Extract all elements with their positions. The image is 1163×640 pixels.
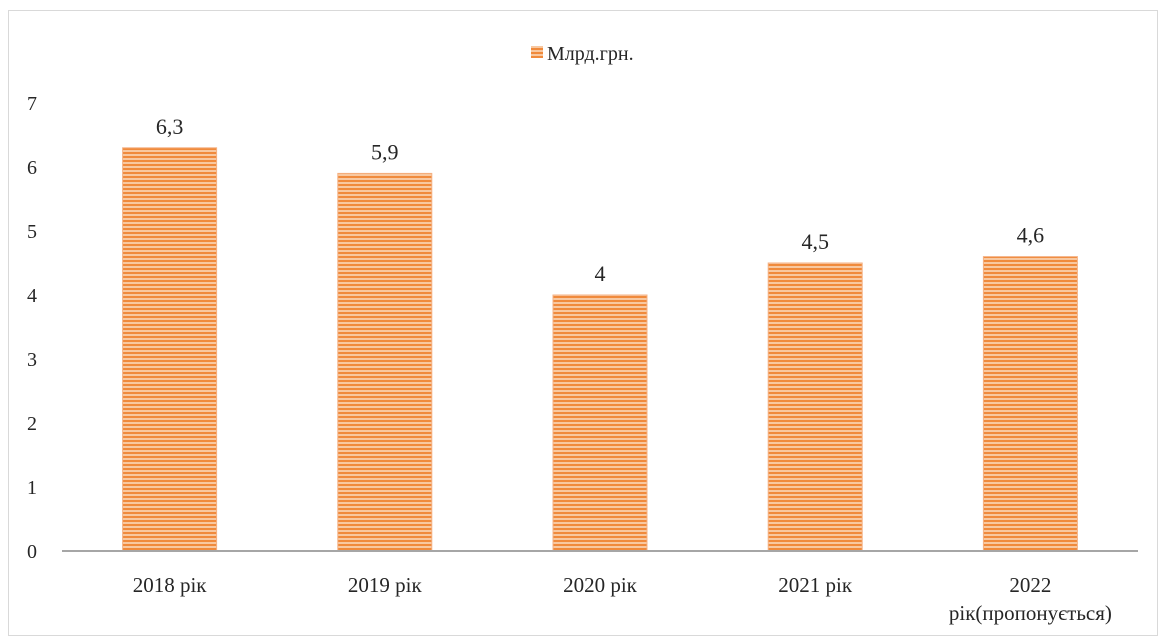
y-tick-label: 1 bbox=[27, 477, 37, 499]
x-axis: 2018 рік 2019 рік 2020 рік 2021 рік 2022 рік(… bbox=[62, 550, 1138, 625]
y-tick-label: 4 bbox=[27, 285, 37, 307]
x-tick-label: 2022 bbox=[1009, 573, 1051, 597]
bar bbox=[552, 294, 648, 552]
x-tick-label: 2021 рік bbox=[778, 573, 853, 597]
x-tick-label: 2020 рік bbox=[563, 573, 638, 597]
y-tick-label: 0 bbox=[27, 541, 37, 563]
y-tick-label: 5 bbox=[27, 221, 37, 243]
x-tick-label: 2019 рік bbox=[348, 573, 423, 597]
y-axis: 0 1 2 3 4 5 6 7 bbox=[27, 93, 37, 563]
legend-swatch bbox=[531, 46, 543, 58]
data-label: 4,6 bbox=[1017, 223, 1045, 248]
bar bbox=[982, 256, 1078, 552]
x-tick-label: рік(пропонується) bbox=[949, 601, 1112, 625]
legend: Млрд.грн. bbox=[531, 43, 634, 65]
bar bbox=[767, 262, 863, 552]
data-label: 5,9 bbox=[371, 139, 399, 164]
bars: 6,3 5,9 4 4,5 4,6 bbox=[122, 114, 1078, 552]
y-tick-label: 3 bbox=[27, 349, 37, 371]
bar bbox=[122, 147, 218, 552]
x-tick-label: 2018 рік bbox=[133, 573, 208, 597]
bar bbox=[337, 172, 433, 552]
y-tick-label: 6 bbox=[27, 157, 37, 179]
data-label: 4,5 bbox=[801, 229, 829, 254]
y-tick-label: 2 bbox=[27, 413, 37, 435]
legend-label: Млрд.грн. bbox=[547, 43, 634, 65]
y-tick-label: 7 bbox=[27, 93, 37, 115]
data-label: 6,3 bbox=[156, 114, 184, 139]
data-label: 4 bbox=[595, 261, 606, 286]
